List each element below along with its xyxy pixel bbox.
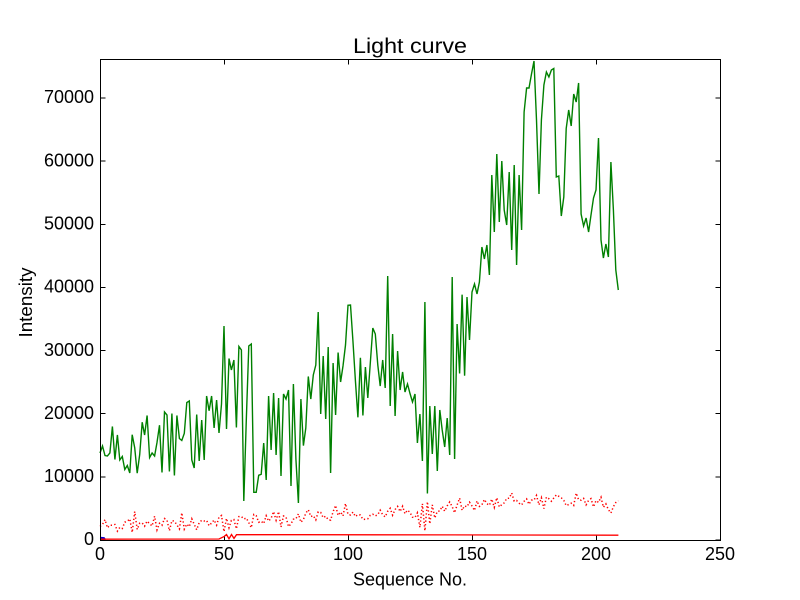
svg-text:250: 250 [705,544,735,564]
svg-text:40000: 40000 [44,277,94,297]
svg-text:Light curve: Light curve [353,35,467,58]
svg-text:200: 200 [581,544,611,564]
svg-text:Intensity: Intensity [15,267,36,338]
svg-text:Sequence No.: Sequence No. [353,569,467,590]
svg-text:10000: 10000 [44,466,94,486]
svg-text:100: 100 [333,544,363,564]
svg-text:0: 0 [84,529,94,549]
svg-text:20000: 20000 [44,403,94,423]
svg-text:30000: 30000 [44,340,94,360]
svg-text:150: 150 [457,544,487,564]
svg-text:60000: 60000 [44,150,94,170]
svg-text:70000: 70000 [44,87,94,107]
svg-text:50: 50 [214,544,234,564]
svg-text:0: 0 [95,544,105,564]
svg-text:50000: 50000 [44,214,94,234]
